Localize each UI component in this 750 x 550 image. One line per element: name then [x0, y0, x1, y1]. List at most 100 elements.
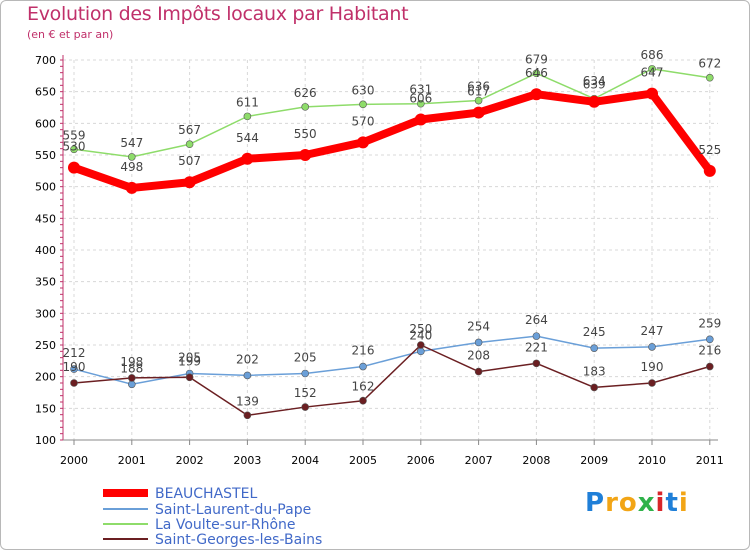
data-label: 240	[409, 328, 432, 342]
data-point	[532, 359, 541, 368]
y-tick-label: 650	[35, 86, 56, 99]
data-point	[359, 396, 367, 405]
data-point	[416, 347, 425, 356]
y-tick-label: 600	[35, 117, 56, 130]
x-tick-label: 2002	[176, 454, 204, 467]
data-point	[532, 332, 541, 340]
data-point	[703, 164, 716, 177]
data-point	[359, 100, 367, 109]
data-label: 606	[409, 92, 432, 106]
logo-letter: x	[637, 488, 656, 518]
legend-label-Saint-Laurent-du-Pape: Saint-Laurent-du-Pape	[155, 502, 311, 518]
data-point	[646, 87, 658, 100]
data-label: 183	[583, 364, 606, 378]
data-point	[128, 380, 136, 389]
data-label: 617	[467, 85, 490, 99]
data-label: 547	[120, 136, 143, 150]
logo-letter: i	[678, 488, 689, 518]
data-label: 611	[236, 95, 259, 109]
x-tick-label: 2007	[465, 454, 493, 467]
data-label: 254	[467, 319, 490, 333]
data-point	[474, 96, 483, 105]
data-label: 646	[525, 66, 548, 80]
data-point	[532, 69, 541, 78]
data-label: 190	[641, 360, 664, 374]
y-tick-label: 400	[35, 244, 56, 257]
proxiti-logo: Proxiti	[585, 488, 689, 518]
data-label: 162	[352, 380, 375, 394]
data-point	[185, 373, 194, 382]
x-tick-label: 2008	[522, 454, 550, 467]
data-label: 550	[294, 127, 317, 141]
data-point	[530, 88, 543, 101]
data-label: 198	[120, 355, 143, 369]
data-point	[648, 343, 656, 351]
data-label: 216	[352, 344, 375, 358]
data-label: 216	[698, 344, 721, 358]
data-label: 525	[698, 143, 721, 157]
data-label: 205	[178, 351, 201, 365]
data-label: 507	[178, 154, 201, 168]
series-line-La Voulte-sur-Rhône	[73, 68, 711, 158]
data-label: 205	[294, 351, 317, 365]
data-point	[128, 374, 136, 382]
data-point	[705, 73, 714, 82]
y-tick-label: 100	[35, 434, 56, 447]
x-tick-label: 2006	[407, 454, 435, 467]
data-label: 498	[120, 160, 143, 174]
data-label: 647	[641, 66, 664, 80]
data-label: 570	[352, 114, 375, 128]
data-point	[243, 112, 252, 121]
x-tick-label: 2000	[60, 454, 88, 467]
data-point	[705, 335, 714, 344]
y-tick-label: 300	[35, 307, 56, 320]
data-label: 188	[120, 361, 143, 375]
logo-letter: t	[665, 488, 679, 518]
series-group	[68, 65, 716, 420]
data-point	[588, 95, 601, 108]
data-label: 672	[698, 57, 721, 71]
data-point	[243, 411, 252, 420]
x-tick-label: 2005	[349, 454, 377, 467]
data-point	[70, 379, 78, 387]
data-label: 212	[63, 346, 86, 360]
y-tick-label: 550	[35, 149, 56, 162]
data-point	[70, 365, 78, 373]
y-tick-label: 450	[35, 212, 56, 225]
y-tick-label: 700	[35, 54, 56, 67]
data-point	[185, 140, 194, 149]
data-label: 208	[467, 349, 490, 363]
data-point	[472, 106, 485, 119]
data-point	[648, 379, 656, 387]
data-point	[474, 367, 483, 376]
data-point	[301, 103, 310, 111]
logo-letter: P	[585, 488, 606, 518]
data-label: 634	[583, 74, 606, 88]
legend-label-Saint-Georges-les-Bains: Saint-Georges-les-Bains	[155, 532, 322, 548]
y-tick-label: 500	[35, 181, 56, 194]
y-tick-label: 250	[35, 339, 56, 352]
data-label: 221	[525, 340, 548, 354]
logo-letter: i	[655, 488, 666, 518]
y-tick-label: 350	[35, 276, 56, 289]
data-point	[357, 136, 369, 149]
data-label: 259	[698, 316, 721, 330]
data-label: 202	[236, 352, 259, 366]
data-label: 152	[294, 386, 317, 400]
data-label: 247	[641, 324, 664, 338]
data-point	[359, 362, 367, 371]
x-tick-label: 2001	[118, 454, 146, 467]
x-tick-label: 2011	[696, 454, 724, 467]
data-label: 190	[63, 360, 86, 374]
legend-label-La Voulte-sur-Rhône: La Voulte-sur-Rhône	[155, 517, 296, 533]
chart-title: Evolution des Impôts locaux par Habitant	[27, 3, 409, 25]
data-point	[70, 145, 78, 154]
grid	[63, 59, 718, 441]
data-label: 199	[178, 354, 201, 368]
data-point	[416, 99, 425, 108]
data-point	[125, 181, 138, 194]
data-point	[590, 383, 599, 392]
